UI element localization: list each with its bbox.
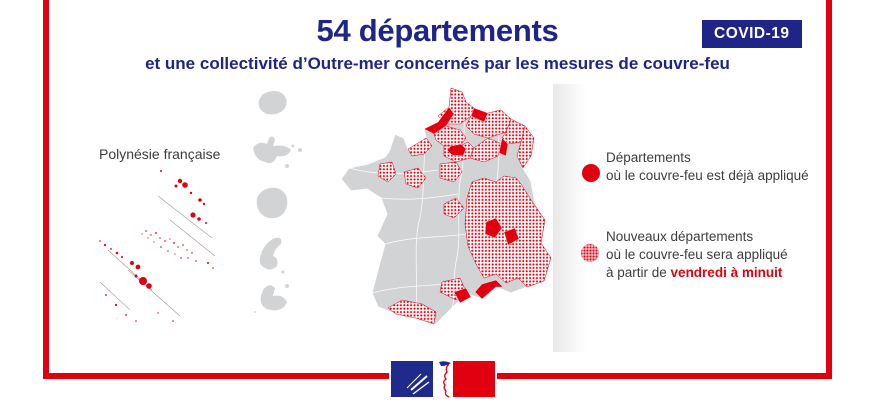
legend-upcoming-line3: à partir de vendredi à minuit [606,264,788,282]
marianne-profile [443,363,450,398]
french-government-logo [391,361,495,398]
marianne-hair [439,361,451,366]
legend-upcoming-highlight: vendredi à minuit [670,265,783,280]
covid-badge: COVID-19 [702,20,802,48]
page-subtitle: et une collectivité d’Outre-mer concerné… [145,54,730,73]
frame-left-line [43,0,49,378]
logo-blue-block [391,361,433,397]
overseas-territories-map [253,91,302,313]
legend-upcoming-line3-prefix: à partir de [606,265,671,280]
logo-red-block [453,361,495,397]
legend-applied-line2: où le couvre-feu est déjà appliqué [606,168,809,183]
polynesia-label: Polynésie française [99,146,221,162]
legend-applied: Départements où le couvre-feu est déjà a… [606,149,809,185]
page-title: 54 départements [316,13,559,48]
frame-right-line [826,0,832,378]
polynesia-map [99,170,216,322]
legend-upcoming-marker [581,244,599,262]
legend-applied-line1: Départements [606,150,691,165]
section-divider [553,84,587,352]
frame-bottom-line-left [43,373,389,379]
legend-applied-marker [582,164,600,182]
legend-upcoming: Nouveaux départements où le couvre-feu s… [606,228,788,282]
legend-upcoming-line1: Nouveaux départements [606,229,754,244]
legend-upcoming-line2: où le couvre-feu sera appliqué [606,247,788,262]
frame-bottom-line-right [497,373,832,379]
france-map [340,87,576,345]
